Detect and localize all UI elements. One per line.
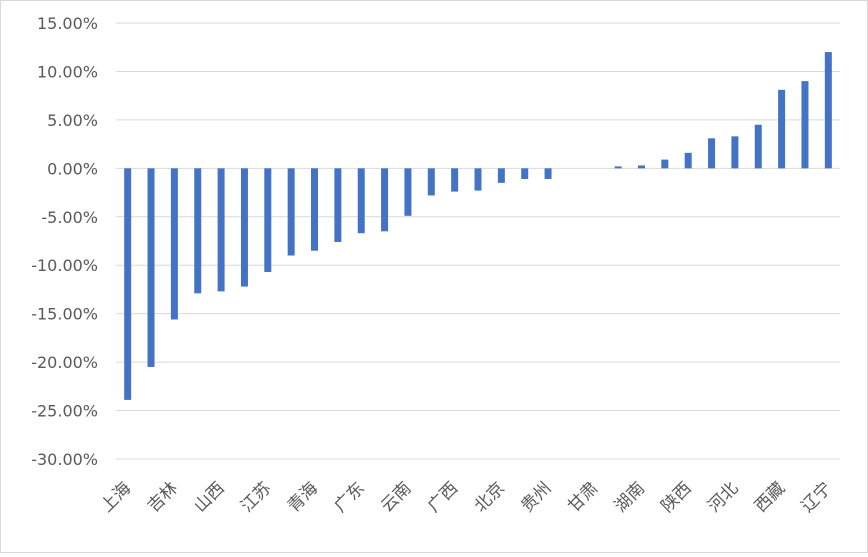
- bar: [637, 165, 645, 169]
- bar: [147, 168, 155, 367]
- bar: [170, 168, 178, 320]
- bar: [661, 159, 669, 169]
- bar: [614, 166, 622, 169]
- bar: [240, 168, 248, 287]
- bar: [754, 124, 762, 169]
- bar: [287, 168, 295, 256]
- bar: [217, 168, 225, 292]
- bar: [404, 168, 412, 216]
- y-tick-label: -15.00%: [31, 305, 98, 324]
- bar: [381, 168, 389, 232]
- y-tick-label: -10.00%: [31, 256, 98, 275]
- bar: [801, 81, 809, 169]
- bar: [521, 168, 529, 179]
- y-tick-label: -20.00%: [31, 353, 98, 372]
- y-tick-label: 15.00%: [37, 14, 98, 33]
- bar: [497, 168, 505, 183]
- y-tick-label: -25.00%: [31, 402, 98, 421]
- bar: [708, 138, 716, 169]
- bar: [731, 136, 739, 169]
- bar: [311, 168, 319, 251]
- bar: [778, 89, 786, 169]
- bar: [824, 52, 832, 169]
- bar: [474, 168, 482, 191]
- bar: [544, 168, 552, 179]
- bar: [357, 168, 365, 234]
- y-tick-label: -5.00%: [41, 208, 98, 227]
- bar: [264, 168, 272, 273]
- bar: [334, 168, 342, 242]
- y-tick-label: -30.00%: [31, 450, 98, 469]
- bar: [124, 168, 132, 400]
- y-tick-label: 5.00%: [47, 111, 98, 130]
- y-tick-label: 0.00%: [47, 159, 98, 178]
- bar: [451, 168, 459, 192]
- bar: [684, 152, 692, 169]
- bar: [194, 168, 202, 294]
- y-tick-label: 10.00%: [37, 62, 98, 81]
- bar: [427, 168, 435, 196]
